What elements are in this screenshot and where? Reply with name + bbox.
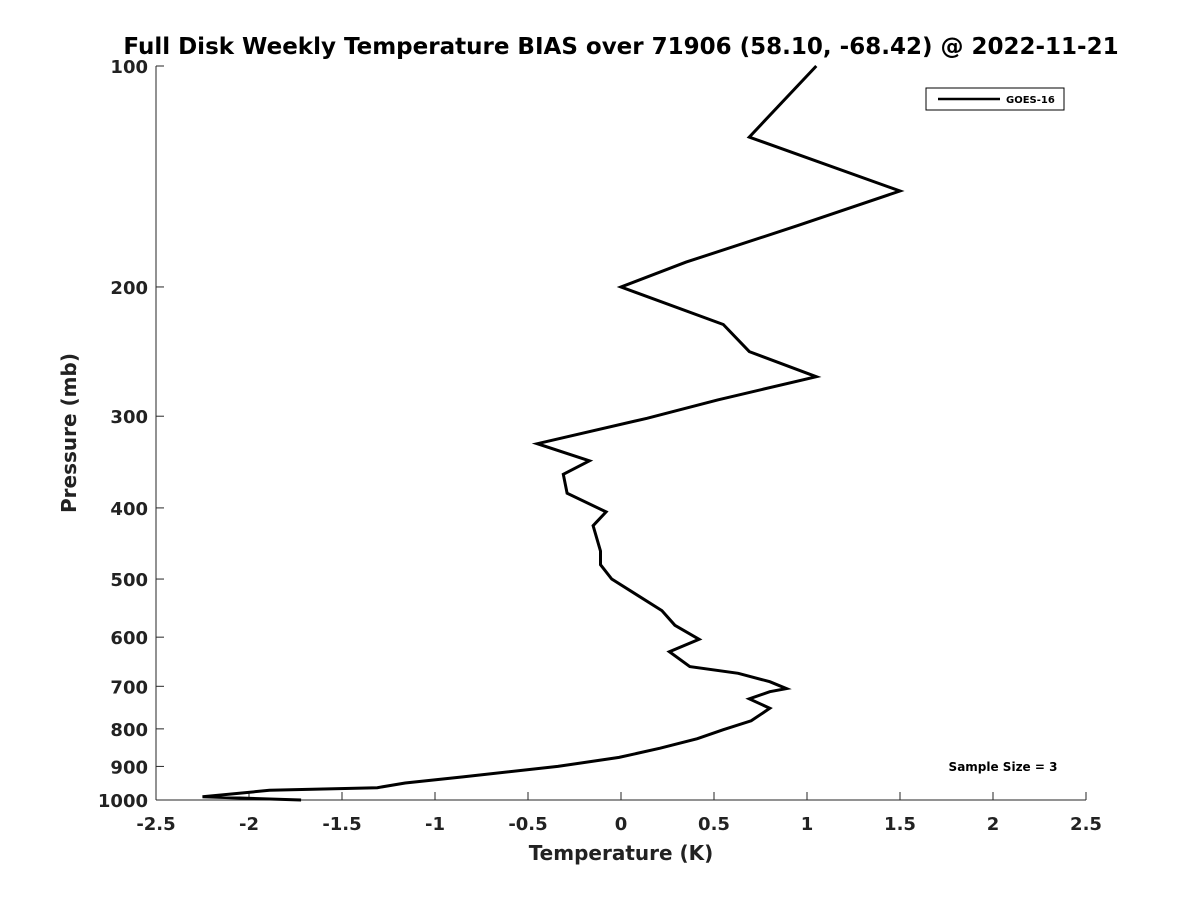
y-tick-label: 1000 <box>98 791 148 812</box>
x-tick-label: -1 <box>425 814 445 835</box>
x-axis-label: Temperature (K) <box>529 841 714 865</box>
chart-title: Full Disk Weekly Temperature BIAS over 7… <box>123 34 1118 60</box>
x-tick-label: -0.5 <box>508 814 547 835</box>
y-axis-label: Pressure (mb) <box>57 353 81 513</box>
series-line-goes-16 <box>202 64 905 802</box>
y-tick-label: 500 <box>110 570 148 591</box>
y-tick-label: 300 <box>110 407 148 428</box>
y-tick-label: 700 <box>110 677 148 698</box>
y-tick-label: 100 <box>110 57 148 78</box>
legend: GOES-16 <box>925 87 1065 111</box>
x-tick-label: 0.5 <box>698 814 730 835</box>
legend-label-goes-16: GOES-16 <box>1006 95 1055 106</box>
plot-area <box>155 66 1086 801</box>
x-tick-label: 2.5 <box>1070 814 1102 835</box>
sample-size-annotation: Sample Size = 3 <box>949 760 1058 774</box>
x-tick-label: 1 <box>801 814 814 835</box>
x-tick-label: -2 <box>239 814 259 835</box>
x-tick-label: -1.5 <box>322 814 361 835</box>
y-tick-label: 800 <box>110 720 148 741</box>
y-ticks: 100 200 300 400 500 600 700 800 900 1000 <box>98 57 164 812</box>
y-tick-label: 900 <box>110 757 148 778</box>
y-tick-label: 200 <box>110 278 148 299</box>
x-tick-label: 2 <box>987 814 1000 835</box>
x-tick-label: 0 <box>615 814 628 835</box>
x-tick-label: -2.5 <box>136 814 175 835</box>
series-layer <box>202 64 905 802</box>
y-tick-label: 600 <box>110 628 148 649</box>
x-ticks: -2.5 -2 -1.5 -1 -0.5 0 0.5 1 1.5 2 2.5 <box>136 792 1102 835</box>
x-tick-label: 1.5 <box>884 814 916 835</box>
y-tick-label: 400 <box>110 499 148 520</box>
